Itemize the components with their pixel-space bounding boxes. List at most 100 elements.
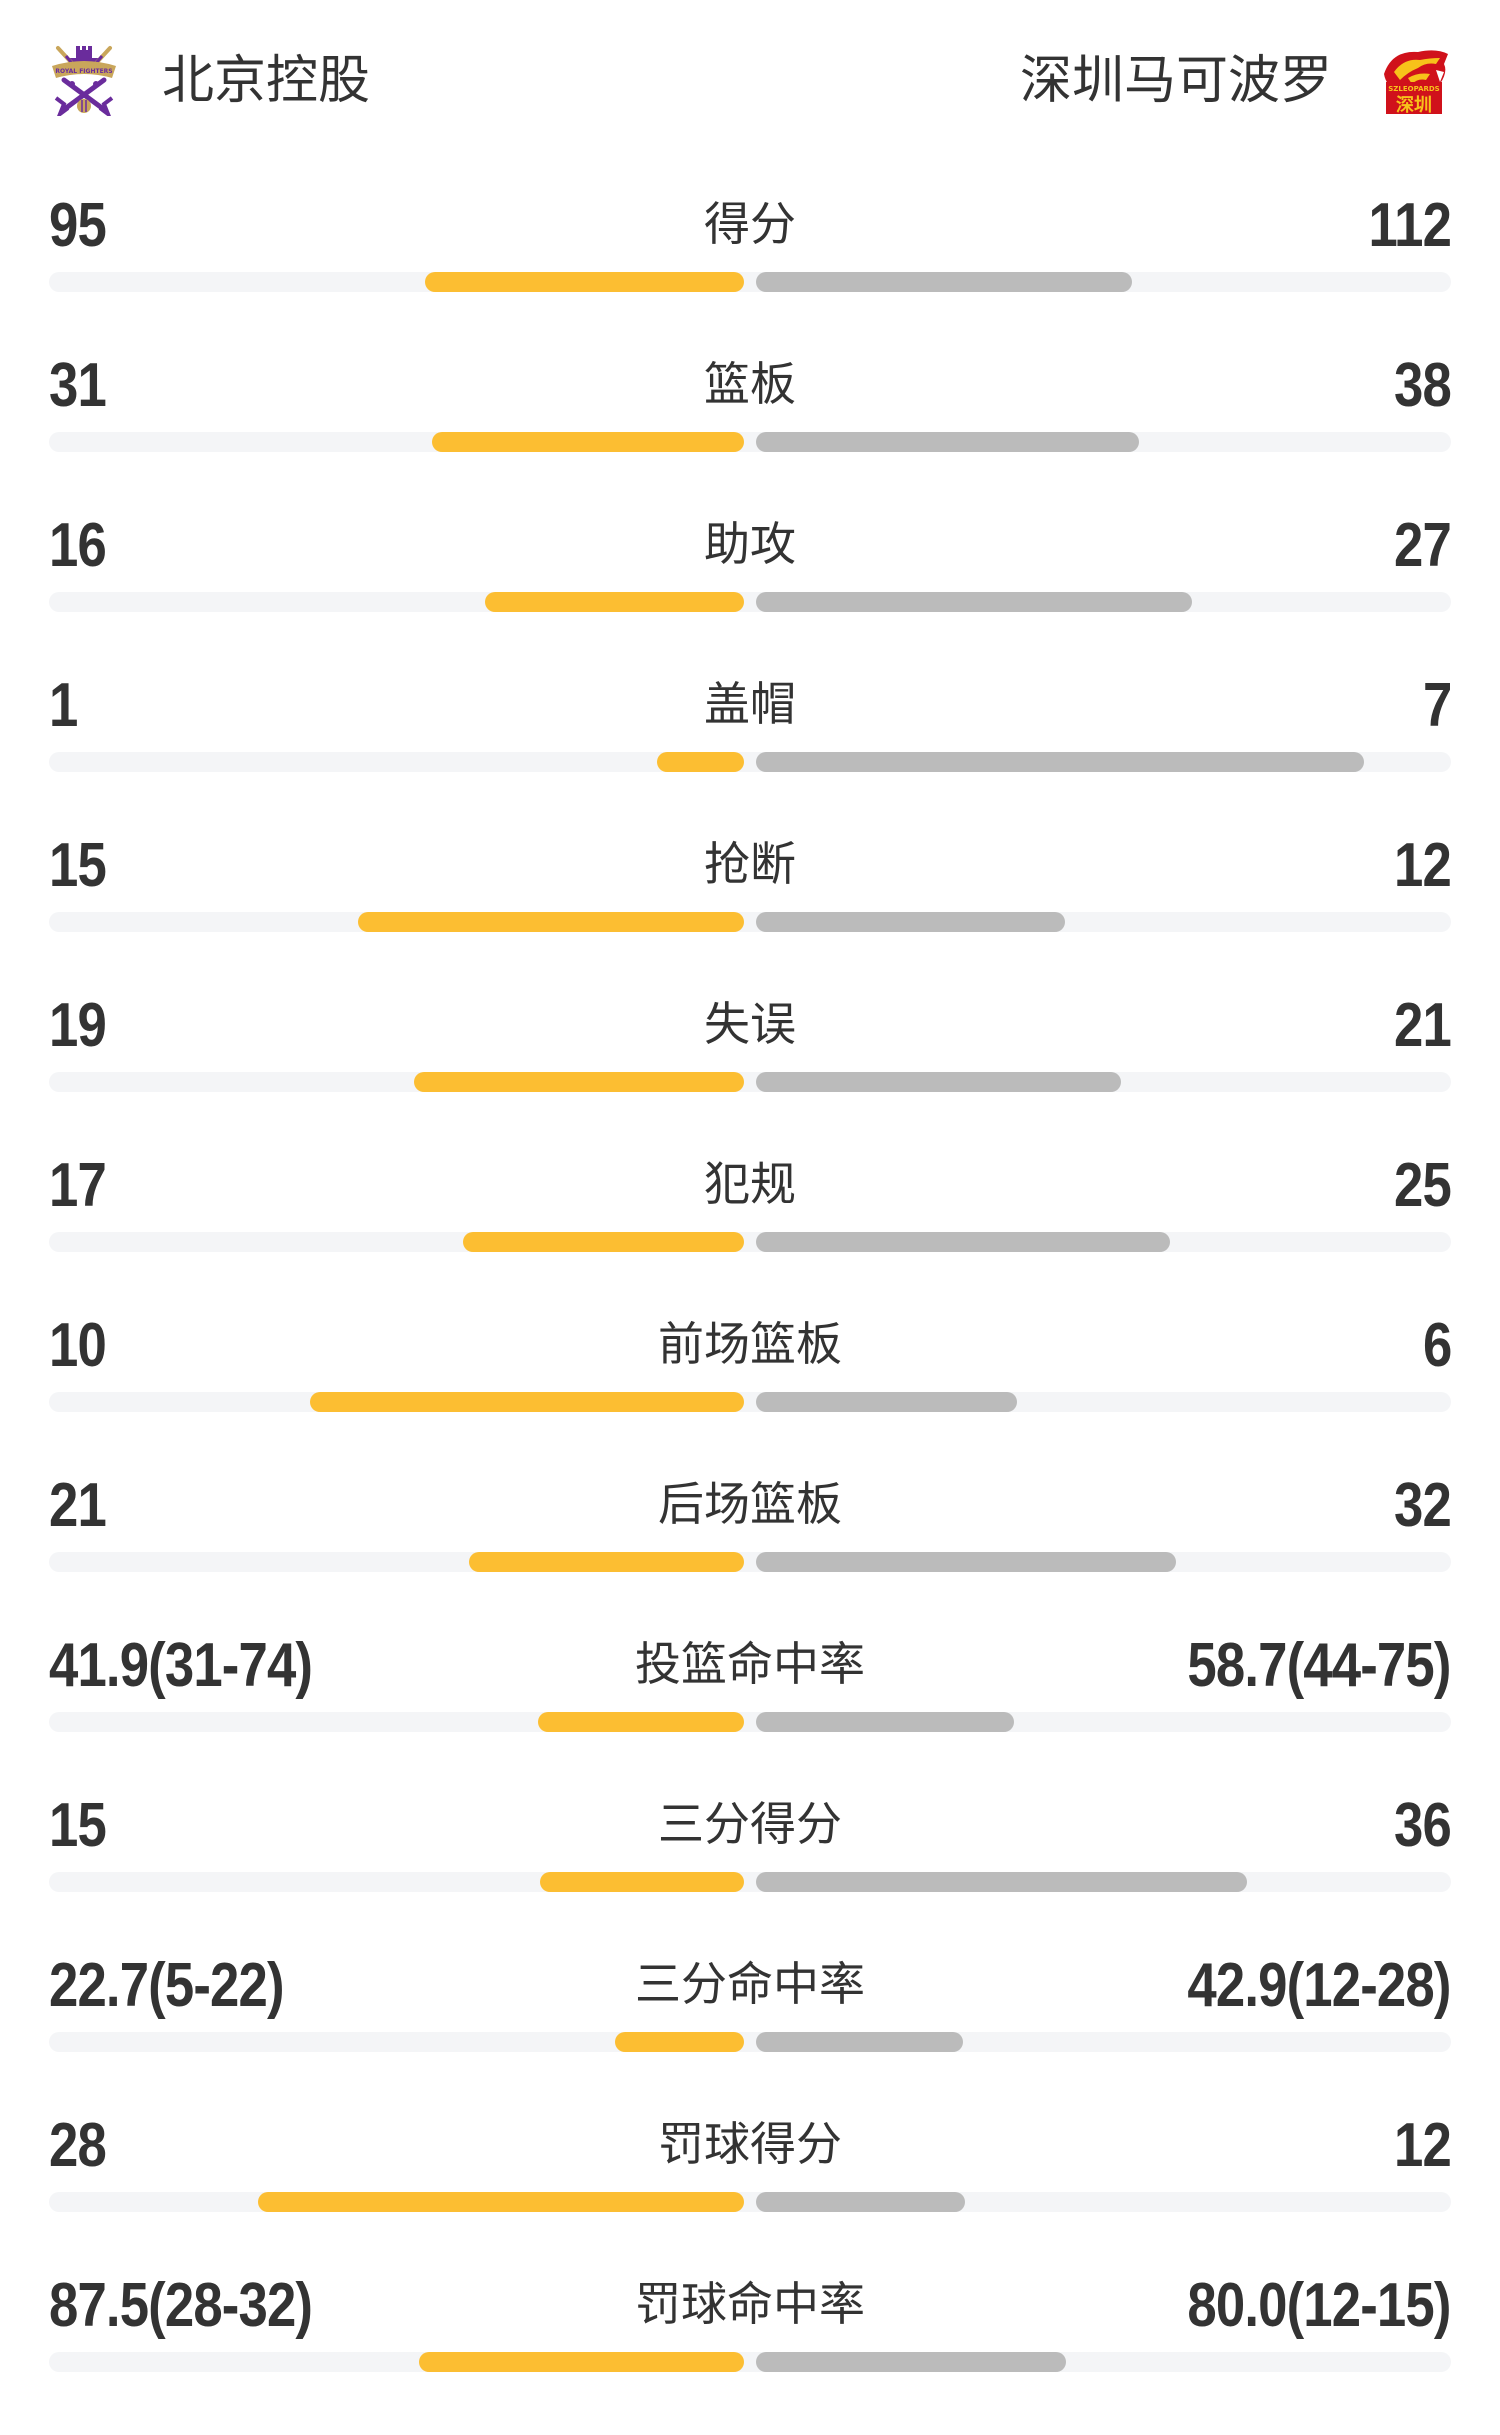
home-stat-bar [540, 1872, 744, 1892]
away-stat-bar [756, 1712, 1014, 1732]
away-stat-value: 21 [1394, 991, 1452, 1060]
stat-bar-track [49, 1232, 1451, 1252]
sz-leopards-crest-icon: SZLEOPARDS 深圳 [1384, 50, 1448, 116]
away-stat-bar [756, 1232, 1170, 1252]
stat-bar-track [49, 752, 1451, 772]
home-stat-bar [463, 1232, 744, 1252]
stat-label: 犯规 [704, 1158, 796, 1210]
away-stat-bar [756, 2352, 1066, 2372]
home-stat-bar [469, 1552, 744, 1572]
stat-row-three-point-points: 15 三分得分 36 [0, 1795, 1500, 1955]
away-stat-value: 112 [1368, 191, 1452, 260]
away-stat-bar [756, 1552, 1176, 1572]
royal-fighters-crest-icon: ROYAL FIGHTERS [52, 46, 116, 120]
stat-row-field-goal-pct: 41.9(31-74) 投篮命中率 58.7(44-75) [0, 1635, 1500, 1795]
stat-label: 罚球命中率 [635, 2278, 865, 2330]
home-team-logo-icon: ROYAL FIGHTERS [46, 44, 122, 120]
away-stat-bar [756, 2192, 965, 2212]
stat-row-rebounds: 31 篮板 38 [0, 355, 1500, 515]
stat-bar-track [49, 432, 1451, 452]
home-stat-value: 41.9(31-74) [49, 1631, 313, 1700]
stat-label: 三分得分 [658, 1798, 842, 1850]
away-stat-bar [756, 1072, 1121, 1092]
away-stat-value: 12 [1394, 2111, 1452, 2180]
home-stat-value: 1 [49, 671, 78, 740]
stat-bar-track [49, 1552, 1451, 1572]
stat-label: 失误 [704, 998, 796, 1050]
stat-row-free-throw-points: 28 罚球得分 12 [0, 2115, 1500, 2275]
stat-bar-track [49, 1872, 1451, 1892]
stat-row-assists: 16 助攻 27 [0, 515, 1500, 675]
home-stat-value: 15 [49, 1791, 107, 1860]
stat-bar-track [49, 1072, 1451, 1092]
stat-row-fouls: 17 犯规 25 [0, 1155, 1500, 1315]
home-stat-bar [538, 1712, 744, 1732]
home-stat-value: 21 [49, 1471, 107, 1540]
stat-row-steals: 15 抢断 12 [0, 835, 1500, 995]
stat-row-offensive-rebounds: 10 前场篮板 6 [0, 1315, 1500, 1475]
home-stat-value: 22.7(5-22) [49, 1951, 285, 2020]
stat-label: 助攻 [704, 518, 796, 570]
stat-label: 篮板 [704, 358, 796, 410]
stat-label: 三分命中率 [635, 1958, 865, 2010]
home-stat-bar [657, 752, 744, 772]
home-team-name: 北京控股 [162, 52, 371, 110]
home-stat-bar [258, 2192, 744, 2212]
svg-text:ROYAL FIGHTERS: ROYAL FIGHTERS [55, 68, 112, 75]
stat-bar-track [49, 1392, 1451, 1412]
match-header: ROYAL FIGHTERS 北京控股 深圳马可波罗 SZLEOPARDS 深圳 [0, 0, 1500, 160]
home-stat-bar [432, 432, 744, 452]
home-stat-value: 17 [49, 1151, 107, 1220]
home-stat-value: 87.5(28-32) [49, 2271, 313, 2340]
stat-bar-track [49, 912, 1451, 932]
stat-row-points: 95 得分 112 [0, 195, 1500, 355]
stat-row-defensive-rebounds: 21 后场篮板 32 [0, 1475, 1500, 1635]
away-stat-value: 42.9(12-28) [1187, 1951, 1452, 2020]
svg-text:深圳: 深圳 [1396, 94, 1432, 116]
away-stat-bar [756, 592, 1192, 612]
away-stat-value: 7 [1422, 671, 1452, 740]
away-stat-bar [756, 752, 1364, 772]
home-stat-bar [414, 1072, 744, 1092]
home-stat-bar [425, 272, 744, 292]
away-stat-value: 38 [1394, 351, 1452, 420]
away-stat-value: 27 [1394, 511, 1452, 580]
home-stat-value: 19 [49, 991, 107, 1060]
home-stat-bar [615, 2032, 744, 2052]
home-stat-bar [358, 912, 744, 932]
home-stat-bar [310, 1392, 744, 1412]
away-stat-value: 25 [1394, 1151, 1452, 1220]
svg-text:SZLEOPARDS: SZLEOPARDS [1388, 85, 1439, 93]
stat-bar-track [49, 2192, 1451, 2212]
away-stat-value: 6 [1422, 1311, 1452, 1380]
stat-bar-track [49, 2032, 1451, 2052]
stat-row-blocks: 1 盖帽 7 [0, 675, 1500, 835]
home-stat-value: 15 [49, 831, 107, 900]
stat-label: 盖帽 [704, 678, 796, 730]
stat-label: 投篮命中率 [635, 1638, 865, 1690]
away-stat-value: 58.7(44-75) [1187, 1631, 1452, 1700]
stat-label: 得分 [704, 198, 796, 250]
away-team-name: 深圳马可波罗 [1019, 52, 1332, 110]
stat-bar-track [49, 272, 1451, 292]
away-stat-value: 12 [1394, 831, 1452, 900]
stat-bar-track [49, 2352, 1451, 2372]
away-stat-bar [756, 1392, 1017, 1412]
home-stat-value: 31 [49, 351, 107, 420]
stat-bar-track [49, 1712, 1451, 1732]
away-stat-bar [756, 432, 1139, 452]
stat-label: 抢断 [704, 838, 796, 890]
away-stat-bar [756, 1872, 1247, 1892]
stat-row-three-point-pct: 22.7(5-22) 三分命中率 42.9(12-28) [0, 1955, 1500, 2115]
away-stat-bar [756, 2032, 963, 2052]
away-stat-bar [756, 912, 1065, 932]
away-stat-value: 36 [1394, 1791, 1452, 1860]
stat-row-free-throw-pct: 87.5(28-32) 罚球命中率 80.0(12-15) [0, 2275, 1500, 2435]
stat-bar-track [49, 592, 1451, 612]
home-stat-bar [485, 592, 744, 612]
home-stat-value: 28 [49, 2111, 107, 2180]
stat-row-turnovers: 19 失误 21 [0, 995, 1500, 1155]
away-stat-bar [756, 272, 1132, 292]
away-stat-value: 80.0(12-15) [1187, 2271, 1452, 2340]
stat-label: 后场篮板 [658, 1478, 842, 1530]
